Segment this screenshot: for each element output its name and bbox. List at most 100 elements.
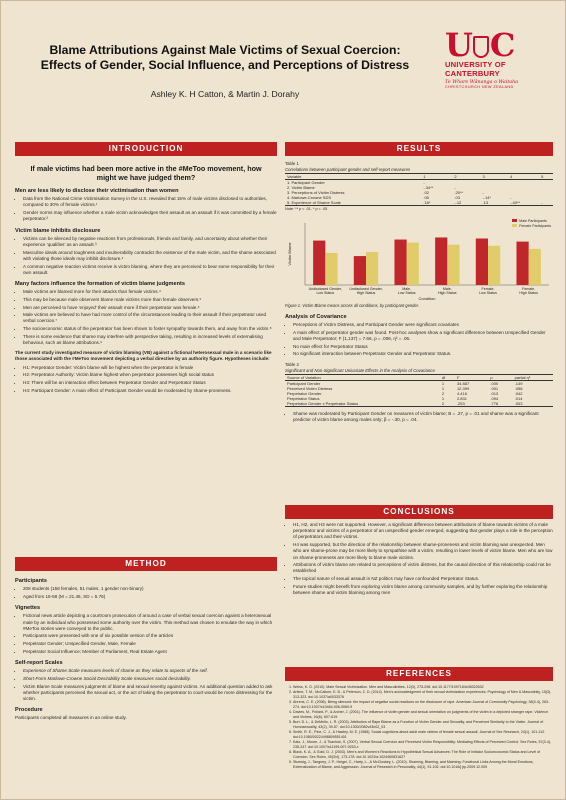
intro-list-3: Male victims are blamed more for their a… (15, 289, 277, 346)
table-cell: 2 (439, 400, 455, 407)
vignettes-list: Fictional news article depicting a court… (15, 613, 277, 655)
table-cell: - (482, 190, 484, 196)
table-cell: 5. Experience of Shame Scale (285, 200, 422, 207)
list-item: No main effect for Perpetrator Status (293, 344, 553, 350)
x-tick-label: Low Status (316, 291, 334, 295)
table-header-cell: 1 (421, 173, 453, 181)
table-cell: -.34** (423, 185, 434, 191)
table-row: 5. Experience of Shame Scale .16* -.12.13-… (285, 200, 553, 207)
legend-item-female: Female Participants (512, 223, 551, 229)
table-cell: .042 (514, 390, 523, 396)
table-cell: 34.887 (456, 380, 470, 386)
table-cell: .02 (423, 190, 429, 196)
table-cell: Perpetrator Gender (287, 390, 322, 396)
table-header-cell: 5 (539, 173, 553, 181)
chart-bar (488, 245, 501, 285)
intro-heading-2: Victim blame inhibits disclosure (15, 227, 101, 234)
list-item: Male victims are believed to have had mo… (23, 312, 277, 324)
list-item: Attributions of victim blame are related… (293, 562, 553, 574)
table-row: Perpetrator Gender x Perpetrator Status 2… (285, 400, 553, 407)
table-header-cell: p (488, 373, 513, 381)
vignettes-heading: Vignettes (15, 605, 41, 612)
x-tick-label: High Status (357, 291, 376, 295)
chart-bar (475, 238, 488, 285)
title-line-2: Effects of Gender, Social Influence, and… (40, 58, 410, 72)
legend-item-male: Male Participants (512, 218, 551, 224)
reference-item: Stuewig, J., Tangney, J. P., Heigel, C.,… (293, 760, 553, 769)
table1-note: Note: ** p < .01. * p < .05 (285, 207, 328, 212)
list-item: Masculine ideals around toughness and in… (23, 250, 277, 262)
intro-list-1: Data from the National Crime Victimisati… (15, 196, 277, 222)
table-cell: 2 (441, 390, 445, 396)
table-cell: .000 (490, 380, 499, 386)
logo-letter-u: U (445, 26, 473, 64)
x-tick-label: Female, (482, 287, 495, 291)
chart-bar (353, 255, 366, 285)
logo-line-1: UNIVERSITY OF (445, 60, 506, 69)
chart-legend: Male Participants Female Participants (512, 218, 551, 229)
list-item: Perceptions of Victim Distress, and Part… (293, 322, 553, 328)
table-cell: .001 (490, 385, 499, 391)
table-cell: -.12 (452, 200, 481, 207)
research-question: If male victims had been more active in … (30, 164, 262, 182)
y-axis-label: Victim Blame (287, 241, 292, 265)
crest-icon (472, 36, 489, 58)
study-description: The current study investigated measure o… (15, 350, 272, 362)
legend-label: Male Participants (519, 218, 547, 223)
list-item: Short-Form Marlowe-Crowne Social Desirab… (23, 676, 277, 682)
table-cell: .20** (454, 190, 464, 196)
table-cell: .03 (454, 195, 460, 201)
scales-list: Experience of Shame Scale measures level… (15, 668, 277, 702)
table-cell: 1 (441, 385, 445, 391)
table-cell: 2.831 (456, 395, 467, 401)
table-cell: .149 (514, 380, 523, 386)
table-cell: 4. Marlowe-Crowne SDS (287, 195, 332, 201)
reference-item: Burt, D. L., & DeMello, L. R. (2003). At… (293, 720, 553, 729)
intro-heading-3: Many factors influence the formation of … (15, 280, 186, 287)
list-item: Male victims are blamed more for their a… (23, 289, 277, 295)
legend-swatch (512, 218, 518, 222)
table-cell: 1 (441, 380, 445, 386)
shame-list: Shame was moderated by Participant Gende… (285, 411, 553, 423)
covariance-list: Perceptions of Victim Distress, and Part… (285, 322, 553, 358)
chart-bar (447, 244, 460, 285)
chart-bar (406, 242, 419, 285)
list-item: Fictional news article depicting a court… (23, 613, 277, 632)
table-row: 3. Perceptions of Victim Distress .02 .20*… (285, 190, 553, 195)
list-item: Data from the National Crime Victimisati… (23, 196, 277, 208)
logo-location: CHRISTCHURCH NEW ZEALAND (445, 85, 514, 90)
conclusions-section: H1, H2, and H3 were not supported. Howev… (285, 522, 553, 598)
table-header-cell: Source of Variation (285, 373, 440, 381)
x-tick-label: High Status (438, 291, 457, 295)
list-item: Perpetrator Social Influence; Member of … (23, 649, 277, 655)
table-cell: .003 (512, 400, 553, 407)
introduction-header: INTRODUCTION (15, 142, 277, 156)
table1-caption: Correlations between participant gender … (285, 167, 411, 173)
list-item: Participants were presented with one of … (23, 633, 277, 639)
scales-heading: Self-report Scales (15, 660, 63, 667)
conclusions-header: CONCLUSIONS (285, 505, 553, 519)
title-line-1: Blame Attributions Against Male Victims … (49, 43, 401, 57)
list-item: Aged from 16-58 (M = 21.46, SD = 5.76) (23, 594, 277, 600)
table-body: Participant Gender 1 34.887.000.149 Perceiv… (285, 380, 553, 407)
table-cell: 2. Victim Blame (287, 185, 315, 191)
list-item: H4 was supported, but the direction of t… (293, 542, 553, 561)
procedure-heading: Procedure (15, 707, 43, 714)
participants-heading: Participants (15, 578, 48, 584)
list-item: No significant interaction between Perpe… (293, 351, 553, 357)
table-cell: .014 (514, 395, 523, 401)
poster-title: Blame Attributions Against Male Victims … (15, 43, 435, 73)
table-cell: Perpetrator Status (287, 395, 320, 401)
table-cell: - (423, 180, 425, 186)
authors: Ashley K. H Catton, & Martin J. Dorahy (150, 89, 300, 99)
list-item: The socioeconomic status of the perpetra… (23, 326, 277, 332)
list-item: Gender norms may influence whether a mal… (23, 210, 277, 222)
x-tick-label: Low Status (479, 291, 497, 295)
correlation-table: Variable 1 2 3 4 5 1. Participant Gender -2. V… (285, 173, 553, 207)
table-cell: .058 (514, 385, 523, 391)
table-header-row: Variable 1 2 3 4 5 (285, 173, 553, 181)
results-header: RESULTS (285, 142, 553, 156)
table-cell: .05 (423, 195, 429, 201)
x-tick-label: Male, (443, 287, 452, 291)
